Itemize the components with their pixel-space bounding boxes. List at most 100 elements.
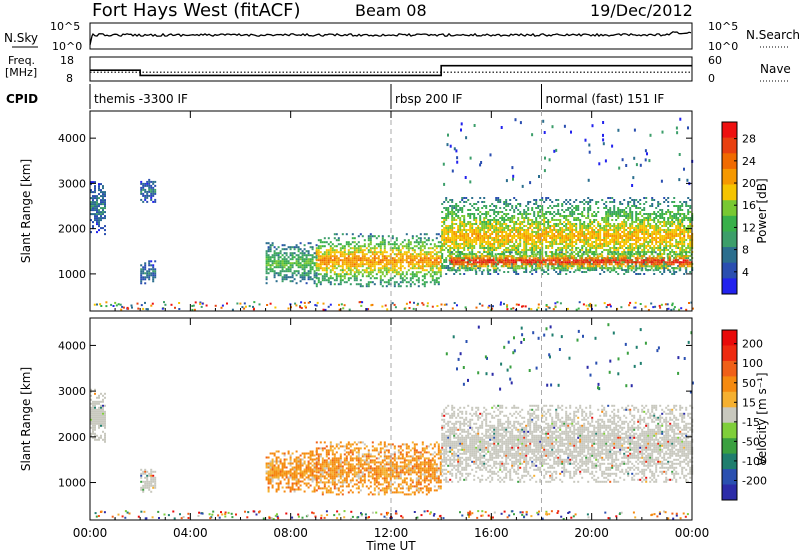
echo-cell xyxy=(347,269,350,272)
echo-cell xyxy=(513,209,516,211)
echo-cell xyxy=(265,272,268,275)
echo-cell xyxy=(475,237,478,239)
echo-cell xyxy=(477,231,480,233)
echo-cell xyxy=(571,239,574,241)
echo-cell xyxy=(625,243,628,245)
echo-cell xyxy=(663,201,666,203)
echo-cell xyxy=(433,283,436,286)
echo-cell xyxy=(581,211,584,213)
echo-cell xyxy=(150,260,153,263)
echo-cell xyxy=(531,265,534,267)
echo-cell xyxy=(529,225,532,227)
echo-cell xyxy=(655,217,658,219)
echo-cell xyxy=(519,239,522,241)
echo-cell xyxy=(425,261,428,264)
echo-cell xyxy=(148,178,151,181)
echo-cell xyxy=(619,203,622,205)
echo-cell xyxy=(483,229,486,231)
echo-cell xyxy=(596,265,599,268)
echo-cell xyxy=(537,205,540,207)
echo-cell xyxy=(654,263,657,266)
echo-cell xyxy=(510,251,513,254)
echo-cell xyxy=(562,259,565,262)
echo-cell xyxy=(550,257,553,260)
echo-cell xyxy=(477,201,480,203)
echo-cell xyxy=(94,181,96,184)
echo-cell xyxy=(533,203,536,205)
echo-cell xyxy=(92,195,94,198)
echo-cell xyxy=(152,268,155,271)
echo-cell xyxy=(291,264,294,267)
echo-cell xyxy=(477,233,480,235)
echo-cell xyxy=(441,229,444,231)
echo-cell xyxy=(471,213,474,215)
echo-cell xyxy=(623,243,626,245)
echo-cell xyxy=(517,203,520,205)
echo-cell xyxy=(517,231,520,233)
echo-cell xyxy=(633,233,636,235)
echo-cell xyxy=(96,207,98,210)
echo-cell xyxy=(269,256,272,259)
echo-cell xyxy=(589,233,592,235)
echo-cell xyxy=(457,237,460,239)
echo-cell xyxy=(673,229,676,231)
echo-cell xyxy=(638,257,641,260)
echo-cell xyxy=(455,243,458,245)
echo-cell xyxy=(660,265,663,268)
echo-cell xyxy=(265,242,268,245)
echo-cell xyxy=(575,229,578,231)
echo-cell xyxy=(409,263,412,266)
echo-cell xyxy=(542,259,545,262)
echo-cell xyxy=(652,261,655,264)
echo-cell xyxy=(489,247,492,249)
echo-cell xyxy=(486,261,489,264)
echo-cell xyxy=(549,205,552,207)
echo-cell xyxy=(492,265,495,268)
echo-cell xyxy=(419,261,422,264)
echo-cell xyxy=(443,245,446,247)
echo-cell xyxy=(499,207,502,209)
echo-cell xyxy=(593,255,596,257)
beam-label: Beam 08 xyxy=(355,1,427,20)
echo-cell xyxy=(675,225,678,227)
echo-cell xyxy=(613,229,616,231)
echo-cell xyxy=(635,219,638,221)
echo-cell xyxy=(451,243,454,245)
echo-cell xyxy=(535,241,538,243)
echo-cell xyxy=(625,225,628,227)
echo-cell xyxy=(455,237,458,239)
echo-cell xyxy=(619,211,622,213)
echo-cell xyxy=(685,271,688,273)
echo-cell xyxy=(660,259,663,262)
echo-cell xyxy=(597,225,600,227)
echo-cell xyxy=(443,231,446,233)
echo-cell xyxy=(299,280,302,283)
echo-cell xyxy=(373,245,376,248)
echo-cell xyxy=(535,263,538,265)
echo-cell xyxy=(525,239,528,241)
echo-cell xyxy=(485,207,488,209)
echo-cell xyxy=(623,213,626,215)
echo-cell xyxy=(511,267,514,269)
echo-cell xyxy=(393,269,396,272)
echo-cell xyxy=(516,265,519,268)
echo-cell xyxy=(517,227,520,229)
echo-cell xyxy=(605,211,608,213)
echo-cell xyxy=(321,267,324,270)
echo-cell xyxy=(505,241,508,243)
echo-cell xyxy=(522,255,525,258)
echo-cell xyxy=(668,261,671,264)
echo-cell xyxy=(493,225,496,227)
echo-cell xyxy=(441,265,444,267)
echo-cell xyxy=(652,259,655,262)
echo-cell xyxy=(353,279,356,282)
echo-cell xyxy=(517,273,520,275)
echo-cell xyxy=(491,223,494,225)
echo-cell xyxy=(367,245,370,248)
echo-cell xyxy=(515,247,518,249)
echo-cell xyxy=(317,251,320,254)
echo-cell xyxy=(569,233,572,235)
echo-cell xyxy=(367,283,370,286)
echo-cell xyxy=(521,227,524,229)
echo-cell xyxy=(679,267,682,269)
